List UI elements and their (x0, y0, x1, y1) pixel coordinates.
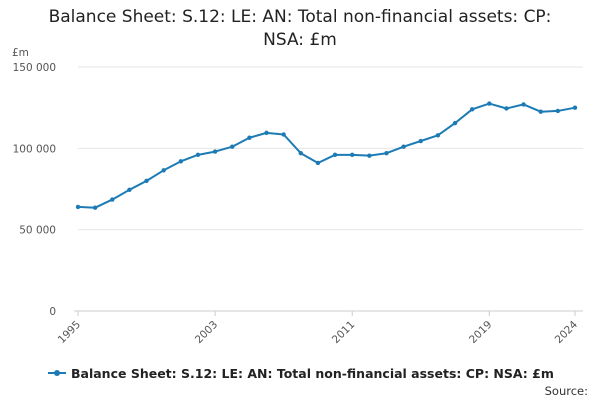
data-point[interactable] (247, 135, 252, 140)
data-point[interactable] (555, 108, 561, 114)
y-tick-label: 100 000 (13, 143, 56, 155)
data-point[interactable] (418, 138, 423, 144)
data-point[interactable] (315, 160, 321, 166)
x-tick-label: 1995 (56, 319, 83, 346)
data-point[interactable] (487, 101, 492, 106)
data-point[interactable] (110, 197, 115, 202)
data-point[interactable] (75, 204, 81, 210)
y-axis-unit-label: £m (12, 47, 29, 59)
data-point[interactable] (350, 152, 355, 158)
data-point[interactable] (367, 153, 372, 158)
x-tick-label: 2011 (330, 319, 357, 346)
data-point[interactable] (212, 149, 218, 154)
data-point[interactable] (144, 178, 149, 184)
data-point[interactable] (469, 107, 475, 112)
legend-label: Balance Sheet: S.12: LE: AN: Total non-f… (71, 365, 554, 381)
data-point[interactable] (521, 102, 526, 107)
data-point[interactable] (264, 130, 269, 136)
y-axis-tick-labels: 0 50 000 100 000 150 000 (13, 62, 56, 318)
series-group (75, 101, 578, 210)
data-point[interactable] (504, 106, 509, 111)
chart-title: Balance Sheet: S.12: LE: AN: Total non-f… (48, 7, 552, 50)
legend-line-marker-icon (48, 370, 66, 376)
source-label: Source: (544, 384, 588, 398)
x-tick-label: 2003 (193, 319, 220, 346)
data-point[interactable] (281, 132, 286, 137)
series-line (77, 102, 576, 209)
y-tick-label: 150 000 (13, 62, 56, 74)
x-axis-tick-labels: 1995 2003 2011 2019 2024 (56, 318, 581, 346)
y-tick-label: 50 000 (19, 225, 56, 237)
data-point[interactable] (178, 159, 184, 164)
data-point[interactable] (452, 120, 458, 126)
gridlines (78, 66, 583, 231)
y-tick-label: 0 (49, 306, 56, 318)
legend[interactable]: Balance Sheet: S.12: LE: AN: Total non-f… (48, 364, 554, 382)
data-point[interactable] (298, 151, 303, 156)
x-tick-label: 2019 (467, 319, 494, 346)
data-point[interactable] (538, 109, 543, 114)
data-point[interactable] (572, 105, 578, 110)
data-point[interactable] (230, 144, 235, 149)
data-point[interactable] (127, 187, 132, 193)
data-point[interactable] (92, 205, 98, 210)
data-point[interactable] (332, 152, 338, 158)
x-tick-label: 2024 (553, 318, 581, 346)
data-point[interactable] (195, 152, 201, 158)
data-point[interactable] (384, 151, 389, 156)
data-point[interactable] (435, 133, 441, 138)
data-point[interactable] (401, 144, 406, 149)
axes (74, 310, 583, 316)
data-point[interactable] (161, 168, 166, 173)
